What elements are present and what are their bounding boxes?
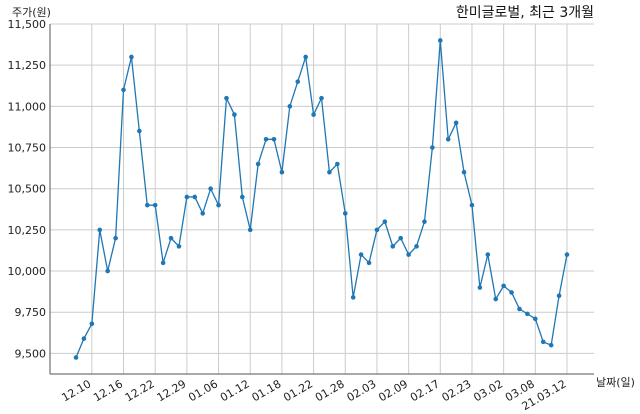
x-tick-label: 01.28 bbox=[313, 377, 347, 404]
y-tick-label: 10,250 bbox=[8, 224, 47, 237]
data-point bbox=[493, 296, 499, 302]
data-point bbox=[319, 95, 324, 101]
x-tick-label: 02.23 bbox=[440, 377, 474, 404]
x-tick-label: 02.09 bbox=[376, 377, 410, 404]
data-point bbox=[303, 54, 308, 60]
data-point bbox=[445, 136, 451, 142]
data-point bbox=[406, 252, 411, 257]
data-point bbox=[453, 120, 459, 126]
x-tick-label: 01.18 bbox=[250, 377, 284, 404]
x-tick-label: 12.16 bbox=[91, 377, 125, 404]
data-point bbox=[224, 95, 229, 101]
x-axis-label: 날짜(일) bbox=[596, 375, 635, 389]
data-point bbox=[509, 290, 514, 295]
data-point bbox=[176, 244, 182, 249]
x-tick-label: 02.17 bbox=[408, 377, 442, 404]
x-tick-label: 01.22 bbox=[281, 377, 315, 404]
data-point bbox=[144, 202, 150, 208]
data-point bbox=[152, 202, 158, 208]
data-point bbox=[469, 202, 475, 208]
data-point bbox=[485, 252, 491, 257]
grid bbox=[50, 23, 594, 374]
x-tick-label: 12.22 bbox=[123, 377, 157, 404]
data-point bbox=[501, 283, 506, 289]
data-point bbox=[430, 145, 435, 150]
data-point bbox=[73, 355, 79, 360]
series-line bbox=[75, 40, 568, 358]
axes bbox=[49, 24, 594, 375]
data-point bbox=[390, 244, 396, 249]
y-tick-label: 11,250 bbox=[8, 59, 47, 72]
data-point bbox=[287, 104, 293, 109]
data-point bbox=[374, 227, 380, 233]
data-point bbox=[105, 268, 110, 274]
data-point bbox=[477, 285, 483, 290]
data-point bbox=[137, 128, 142, 134]
data-point bbox=[525, 311, 530, 317]
x-tick-labels: 12.1012.1612.2212.2901.0601.1201.1801.22… bbox=[60, 377, 569, 413]
data-point bbox=[437, 38, 443, 43]
data-point bbox=[342, 211, 348, 216]
chart-title: 한미글로벌, 최근 3개월 bbox=[456, 5, 594, 21]
y-axis-label: 주가(원) bbox=[12, 6, 51, 19]
data-point bbox=[81, 336, 87, 341]
data-point bbox=[97, 227, 103, 233]
data-point bbox=[382, 219, 388, 224]
data-point bbox=[255, 161, 261, 167]
x-tick-label: 12.29 bbox=[155, 377, 189, 404]
data-point bbox=[327, 169, 332, 175]
data-point bbox=[192, 194, 198, 200]
series bbox=[73, 38, 570, 360]
data-point bbox=[271, 136, 277, 142]
y-tick-label: 11,000 bbox=[8, 100, 47, 113]
data-point bbox=[548, 342, 554, 348]
data-point bbox=[263, 136, 269, 142]
data-point bbox=[295, 79, 301, 84]
data-point bbox=[184, 194, 190, 200]
y-tick-label: 10,500 bbox=[8, 183, 47, 196]
data-point bbox=[160, 260, 166, 266]
y-tick-label: 10,000 bbox=[8, 265, 47, 278]
x-tick-label: 12.10 bbox=[60, 377, 94, 404]
data-point bbox=[279, 169, 285, 175]
data-point bbox=[556, 293, 562, 299]
y-tick-label: 11,500 bbox=[8, 18, 47, 31]
data-point bbox=[533, 316, 538, 322]
data-point bbox=[358, 252, 364, 257]
data-point bbox=[200, 211, 206, 216]
data-point bbox=[540, 339, 546, 345]
x-tick-label: 03.02 bbox=[471, 377, 505, 404]
y-tick-labels: 9,500 9,750 10,000 10,250 10,500 10,750 11,000… bbox=[8, 18, 47, 360]
data-point bbox=[89, 321, 95, 327]
data-point bbox=[216, 202, 221, 208]
data-point bbox=[366, 260, 372, 266]
data-point bbox=[564, 252, 570, 257]
y-tick-label: 9,750 bbox=[15, 306, 47, 319]
data-point bbox=[113, 235, 118, 241]
x-tick-label: 01.12 bbox=[218, 377, 252, 404]
data-point bbox=[517, 306, 522, 312]
data-point bbox=[414, 244, 419, 249]
data-point bbox=[311, 112, 316, 117]
data-point bbox=[247, 227, 253, 233]
x-tick-label: 01.06 bbox=[186, 377, 220, 404]
y-tick-label: 9,500 bbox=[15, 347, 47, 360]
x-tick-label: 02.03 bbox=[345, 377, 379, 404]
data-point bbox=[422, 219, 427, 224]
data-point bbox=[121, 87, 126, 93]
data-point bbox=[208, 186, 213, 192]
data-point bbox=[129, 54, 134, 60]
data-point bbox=[232, 112, 237, 117]
y-tick-label: 10,750 bbox=[8, 142, 47, 155]
data-point bbox=[461, 169, 467, 175]
data-point bbox=[168, 235, 174, 241]
data-point bbox=[335, 161, 340, 167]
data-point bbox=[398, 235, 403, 241]
data-point bbox=[350, 295, 356, 300]
data-point bbox=[240, 194, 245, 200]
